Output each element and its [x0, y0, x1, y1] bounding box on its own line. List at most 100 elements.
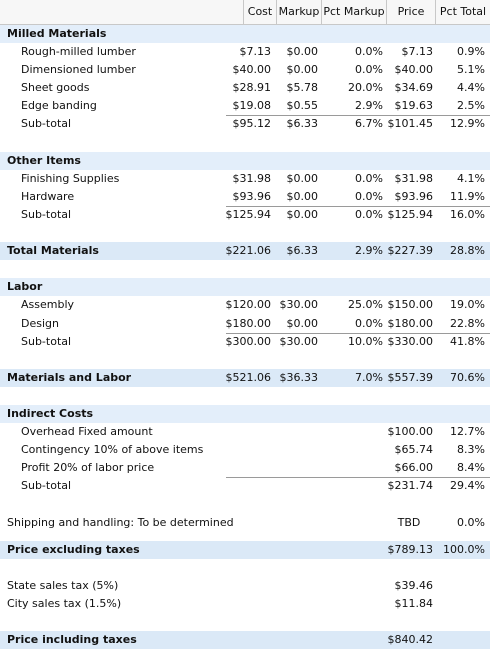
spacer [0, 224, 490, 242]
price-cell: $66.00 [394, 461, 434, 475]
price-cell: $180.00 [387, 316, 434, 330]
price-cell: $125.94 [387, 207, 434, 221]
materials-and-labor-row: Materials and Labor $521.06 $36.33 7.0% … [0, 368, 490, 387]
column-header-price[interactable]: Price [386, 0, 435, 24]
row-label: City sales tax (1.5%) [7, 596, 122, 610]
price-cell: $101.45 [387, 117, 434, 131]
pct-total-cell: 19.0% [450, 298, 485, 312]
row-label: Materials and Labor [7, 370, 132, 384]
row-label: Sub-total [21, 117, 72, 131]
pct-total-cell: 28.8% [450, 244, 485, 258]
pct-markup-cell: 0.0% [355, 316, 383, 330]
spacer [0, 613, 490, 631]
table-row: Hardware $93.96 $0.00 0.0% $93.96 11.9% [0, 188, 490, 206]
pct-total-cell: 29.4% [450, 479, 485, 493]
subtotal-rule [226, 477, 490, 479]
cost-cell: $180.00 [225, 316, 272, 330]
city-tax-row: City sales tax (1.5%) $11.84 [0, 595, 490, 613]
subtotal-row: Sub-total $300.00 $30.00 10.0% $330.00 4… [0, 332, 490, 351]
price-cell: $227.39 [387, 244, 434, 258]
column-header-pct-total[interactable]: Pct Total [435, 0, 490, 24]
markup-cell: $30.00 [279, 298, 319, 312]
markup-cell: $30.00 [279, 334, 319, 348]
price-cell: TBD [397, 515, 421, 529]
row-label: Profit 20% of labor price [21, 461, 155, 475]
pct-markup-cell: 0.0% [355, 189, 383, 203]
cost-cell: $300.00 [225, 334, 272, 348]
price-cell: $93.96 [394, 189, 434, 203]
price-cell: $557.39 [387, 370, 434, 384]
price-cell: $789.13 [387, 542, 434, 556]
section-header-milled: Milled Materials [0, 25, 490, 44]
column-header-cost[interactable]: Cost [243, 0, 276, 24]
pct-total-cell: 4.1% [457, 171, 485, 185]
spacer [0, 559, 490, 577]
row-label: Edge banding [21, 99, 97, 113]
markup-cell: $5.78 [286, 81, 319, 95]
column-header-pct-markup[interactable]: Pct Markup [321, 0, 386, 24]
row-label: Design [21, 316, 59, 330]
row-label: Assembly [21, 298, 75, 312]
table-row: Profit 20% of labor price $66.00 8.4% [0, 459, 490, 477]
table-row: Contingency 10% of above items $65.74 8.… [0, 441, 490, 459]
cost-cell: $19.08 [232, 99, 272, 113]
pct-markup-cell: 25.0% [348, 298, 383, 312]
cost-cell: $95.12 [232, 117, 272, 131]
price-excluding-taxes-row: Price excluding taxes $789.13 100.0% [0, 540, 490, 559]
row-label: Dimensioned lumber [21, 63, 136, 77]
pct-total-cell: 11.9% [450, 189, 485, 203]
price-cell: $40.00 [394, 63, 434, 77]
cost-cell: $93.96 [232, 189, 272, 203]
pct-markup-cell: 20.0% [348, 81, 383, 95]
pct-total-cell: 12.7% [450, 425, 485, 439]
price-cell: $19.63 [394, 99, 434, 113]
pct-markup-cell: 6.7% [355, 117, 383, 131]
total-materials-row: Total Materials $221.06 $6.33 2.9% $227.… [0, 242, 490, 261]
row-label: Price including taxes [7, 633, 137, 647]
subtotal-rule [226, 205, 490, 207]
pct-total-cell: 4.4% [457, 81, 485, 95]
markup-cell: $0.00 [286, 63, 319, 77]
column-header-row: Cost Markup Pct Markup Price Pct Total [0, 0, 490, 25]
pct-markup-cell: 0.0% [355, 171, 383, 185]
pct-markup-cell: 10.0% [348, 334, 383, 348]
table-row: Overhead Fixed amount $100.00 12.7% [0, 423, 490, 441]
cost-cell: $7.13 [239, 45, 272, 59]
price-cell: $840.42 [387, 633, 434, 647]
pct-total-cell: 8.4% [457, 461, 485, 475]
row-label: State sales tax (5%) [7, 578, 119, 592]
pct-total-cell: 41.8% [450, 334, 485, 348]
section-header-other: Other Items [0, 151, 490, 170]
section-header-indirect: Indirect Costs [0, 404, 490, 424]
spacer [0, 351, 490, 369]
row-label: Sub-total [21, 207, 72, 221]
markup-cell: $6.33 [286, 117, 319, 131]
markup-cell: $36.33 [279, 370, 319, 384]
row-label: Sub-total [21, 479, 72, 493]
subtotal-rule [226, 332, 490, 334]
table-row: Sheet goods $28.91 $5.78 20.0% $34.69 4.… [0, 79, 490, 97]
pct-total-cell: 12.9% [450, 117, 485, 131]
pct-total-cell: 70.6% [450, 370, 485, 384]
pct-markup-cell: 2.9% [355, 244, 383, 258]
price-including-taxes-row: Price including taxes $840.42 [0, 631, 490, 650]
price-cell: $231.74 [387, 479, 434, 493]
markup-cell: $0.55 [286, 99, 319, 113]
pct-total-cell: 5.1% [457, 63, 485, 77]
price-cell: $65.74 [394, 443, 434, 457]
row-label: Sub-total [21, 334, 72, 348]
table-row: Design $180.00 $0.00 0.0% $180.00 22.8% [0, 315, 490, 333]
section-title: Milled Materials [7, 27, 107, 40]
price-cell: $7.13 [401, 45, 434, 59]
row-label: Price excluding taxes [7, 542, 140, 556]
row-label: Contingency 10% of above items [21, 443, 204, 457]
row-label: Finishing Supplies [21, 171, 120, 185]
column-header-markup[interactable]: Markup [276, 0, 321, 24]
pct-total-cell: 2.5% [457, 99, 485, 113]
spacer [0, 387, 490, 405]
row-label: Shipping and handling: To be determined [7, 515, 234, 529]
cost-cell: $120.00 [225, 298, 272, 312]
pct-total-cell: 0.9% [457, 45, 485, 59]
section-header-labor: Labor [0, 278, 490, 297]
row-label: Total Materials [7, 244, 99, 258]
